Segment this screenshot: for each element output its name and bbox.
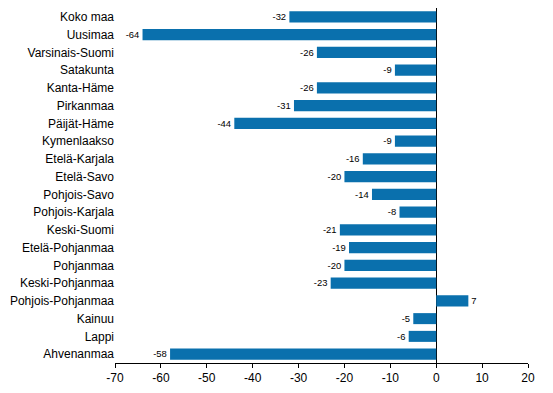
svg-text:Pohjois-Pohjanmaa: Pohjois-Pohjanmaa [10, 294, 114, 308]
svg-text:-31: -31 [277, 100, 291, 111]
svg-text:Keski-Pohjanmaa: Keski-Pohjanmaa [20, 276, 114, 290]
svg-text:-21: -21 [323, 224, 337, 235]
svg-text:-5: -5 [402, 313, 410, 324]
svg-text:0: 0 [433, 371, 440, 385]
svg-text:-23: -23 [314, 277, 328, 288]
svg-text:-9: -9 [383, 64, 391, 75]
svg-text:-20: -20 [328, 260, 342, 271]
svg-text:-26: -26 [300, 82, 314, 93]
svg-text:Etelä-Savo: Etelä-Savo [55, 170, 114, 184]
svg-text:-30: -30 [290, 371, 308, 385]
svg-text:Satakunta: Satakunta [60, 63, 114, 77]
svg-text:-14: -14 [355, 189, 369, 200]
svg-text:-60: -60 [152, 371, 170, 385]
svg-text:-44: -44 [217, 118, 231, 129]
svg-text:Lappi: Lappi [85, 330, 114, 344]
svg-text:Pohjois-Savo: Pohjois-Savo [43, 188, 114, 202]
svg-text:-16: -16 [346, 153, 360, 164]
svg-text:-9: -9 [383, 135, 391, 146]
svg-text:Päijät-Häme: Päijät-Häme [48, 117, 114, 131]
svg-text:Pohjanmaa: Pohjanmaa [53, 259, 114, 273]
svg-text:-26: -26 [300, 47, 314, 58]
svg-text:-70: -70 [106, 371, 124, 385]
svg-text:Pirkanmaa: Pirkanmaa [57, 99, 115, 113]
svg-text:-20: -20 [336, 371, 354, 385]
svg-text:Etelä-Karjala: Etelä-Karjala [45, 152, 114, 166]
svg-text:Kainuu: Kainuu [77, 312, 114, 326]
svg-text:-19: -19 [332, 242, 346, 253]
svg-text:Varsinais-Suomi: Varsinais-Suomi [28, 46, 114, 60]
svg-text:-10: -10 [382, 371, 400, 385]
svg-text:-58: -58 [153, 348, 167, 359]
svg-text:-64: -64 [126, 29, 140, 40]
svg-text:-6: -6 [397, 331, 405, 342]
svg-text:-40: -40 [244, 371, 262, 385]
svg-text:Kanta-Häme: Kanta-Häme [47, 81, 115, 95]
svg-text:Ahvenanmaa: Ahvenanmaa [43, 347, 114, 361]
svg-text:-8: -8 [388, 206, 396, 217]
svg-text:-32: -32 [272, 11, 286, 22]
svg-text:-20: -20 [328, 171, 342, 182]
svg-text:Pohjois-Karjala: Pohjois-Karjala [33, 205, 114, 219]
svg-text:Etelä-Pohjanmaa: Etelä-Pohjanmaa [22, 241, 114, 255]
svg-text:10: 10 [475, 371, 489, 385]
svg-text:20: 20 [521, 371, 535, 385]
svg-text:Keski-Suomi: Keski-Suomi [47, 223, 114, 237]
svg-text:Koko maa: Koko maa [60, 10, 114, 24]
svg-text:Uusimaa: Uusimaa [67, 28, 115, 42]
svg-text:Kymenlaakso: Kymenlaakso [42, 134, 114, 148]
svg-text:7: 7 [471, 295, 476, 306]
svg-text:-50: -50 [198, 371, 216, 385]
